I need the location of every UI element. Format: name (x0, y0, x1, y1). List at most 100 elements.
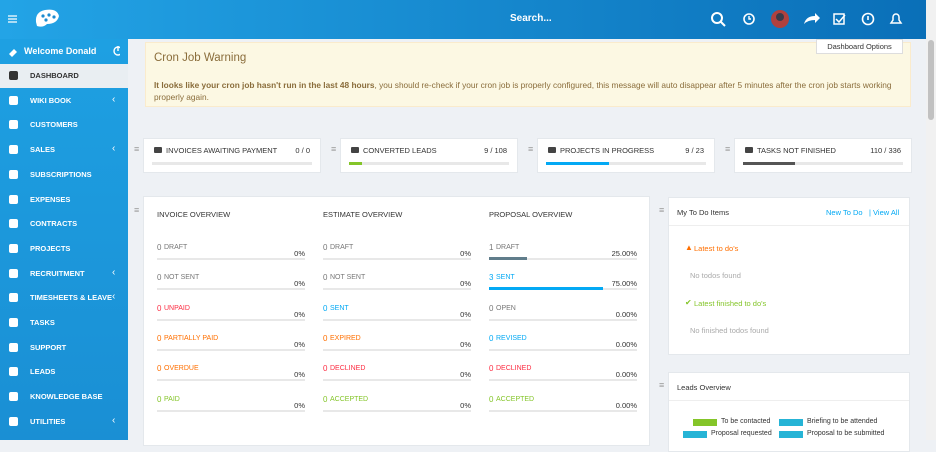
sidebar-header-icons (9, 46, 120, 57)
row-percent: 0% (460, 339, 471, 349)
menu-item[interactable]: UTILITIES ‹ (0, 410, 128, 434)
row-percent: 0% (460, 400, 471, 410)
row-label: DRAFT (330, 244, 354, 251)
legend-label: To be contacted (721, 418, 771, 425)
row-count: 0 (489, 364, 494, 374)
menu-label: EXPENSES (30, 194, 71, 204)
menu-icon (9, 120, 18, 130)
top-icons (711, 10, 903, 28)
menu-item[interactable]: SUPPORT (0, 336, 128, 360)
menu-icon (9, 169, 18, 179)
menu-item[interactable]: DASHBOARD (0, 64, 128, 88)
menu-label: SALES (30, 145, 56, 155)
menu-item[interactable]: CONTRACTS (0, 212, 128, 236)
stat-card: CONVERTED LEADS 9 / 108 (340, 138, 518, 173)
row-percent: 0% (460, 370, 471, 380)
latest-icon: ▲ (685, 243, 693, 252)
row-percent: 0% (294, 249, 305, 258)
row-bar (489, 287, 604, 291)
menu-icon (9, 392, 18, 402)
stat-value: 0 / 0 (295, 146, 310, 155)
submenu-arrow: ‹ (112, 143, 116, 155)
menu-label: WIKI BOOK (30, 95, 72, 105)
row-track (157, 348, 305, 351)
menu-item[interactable]: RECRUITMENT ‹ (0, 262, 128, 286)
stat-card: TASKS NOT FINISHED 110 / 336 (734, 138, 912, 173)
menu-item[interactable]: LEADS (0, 360, 128, 384)
search-input[interactable]: Search... (510, 13, 552, 24)
menu-item[interactable]: SUBSCRIPTIONS (0, 163, 128, 187)
menu-label: KNOWLEDGE BASE (30, 392, 103, 402)
row-track (489, 348, 637, 351)
stat-track (349, 162, 509, 165)
legend-swatch (779, 419, 803, 426)
menu-item[interactable]: PROJECTS (0, 237, 128, 261)
dashboard-options[interactable]: Dashboard Options (816, 39, 903, 54)
row-percent: 0.00% (615, 370, 637, 380)
row-count: 0 (157, 364, 162, 374)
row-count: 0 (323, 394, 328, 404)
submenu-arrow: ‹ (112, 291, 116, 303)
row-percent: 0% (460, 309, 471, 319)
row-count: 0 (157, 303, 162, 313)
menu-icon (9, 342, 18, 352)
menu-item[interactable]: TASKS (0, 311, 128, 335)
warning-bold: It looks like your cron job hasn't run i… (154, 80, 375, 90)
row-label: DRAFT (164, 244, 188, 251)
stat-track (743, 162, 903, 165)
scrollbar[interactable] (926, 0, 936, 440)
row-track (157, 258, 305, 260)
stat-card: PROJECTS IN PROGRESS 9 / 23 (537, 138, 715, 173)
menu-icon (9, 416, 18, 426)
menu-item[interactable]: CUSTOMERS (0, 113, 128, 137)
row-label: SENT (330, 304, 349, 312)
row-percent: 0% (460, 249, 471, 258)
legend-swatch (779, 431, 803, 438)
row-percent: 0% (460, 279, 471, 289)
menu-label: PROJECTS (30, 243, 71, 253)
submenu-arrow: ‹ (112, 266, 116, 278)
row-label: OPEN (496, 304, 516, 312)
warning-text: It looks like your cron job hasn't run i… (154, 79, 904, 103)
row-percent: 0% (294, 370, 305, 380)
row-count: 0 (489, 333, 494, 343)
row-label: EXPIRED (330, 334, 361, 342)
menu-item[interactable]: KNOWLEDGE BASE (0, 385, 128, 409)
view-all[interactable]: | View All (869, 208, 900, 217)
legend-swatch (683, 431, 707, 438)
stat-value: 110 / 336 (870, 146, 901, 155)
menu-icon (9, 71, 18, 80)
logo[interactable] (33, 6, 61, 30)
row-label: PARTIALLY PAID (164, 334, 219, 342)
row-count: 0 (323, 333, 328, 343)
top-bar: Search... (0, 0, 926, 39)
menu-label: UTILITIES (30, 416, 66, 426)
row-track (489, 409, 637, 412)
menu-icon (9, 219, 18, 229)
row-track (157, 409, 305, 412)
row-label: NOT SENT (330, 274, 366, 282)
row-count: 0 (157, 243, 162, 252)
row-percent: 0.00% (615, 309, 637, 319)
menu-item[interactable]: WIKI BOOK ‹ (0, 89, 128, 113)
row-percent: 75.00% (611, 279, 637, 289)
stat-value: 9 / 108 (484, 146, 507, 155)
menu-icon (9, 145, 18, 155)
menu-item[interactable]: EXPENSES (0, 188, 128, 212)
menu-item[interactable]: SALES ‹ (0, 138, 128, 162)
legend-label: Briefing to be attended (807, 418, 878, 425)
row-track (323, 288, 471, 291)
stat-label: INVOICES AWAITING PAYMENT (166, 146, 278, 155)
stat-icon (548, 147, 556, 153)
row-label: OVERDUE (164, 365, 199, 373)
overview-panel: INVOICE OVERVIEW 0 DRAFT 0% 0 NOT SENT 0% 0 UNPA… (143, 196, 650, 446)
menu-toggle[interactable] (8, 14, 18, 24)
leads-panel: Leads Overview To be contacted Briefing to… (668, 372, 910, 452)
row-count: 0 (323, 243, 328, 252)
new-todo[interactable]: New To Do (826, 208, 863, 217)
legend-swatch (693, 419, 717, 426)
menu-item[interactable]: TIMESHEETS & LEAVE ‹ (0, 286, 128, 310)
drag-handle: ≡ (134, 205, 140, 215)
overview-title: INVOICE OVERVIEW (157, 210, 231, 219)
